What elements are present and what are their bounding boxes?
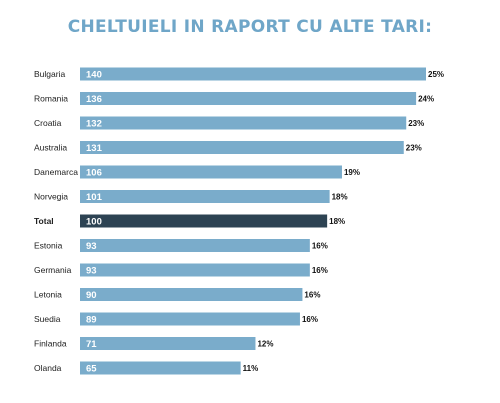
category-label-estonia: Estonia xyxy=(34,241,63,251)
percent-label-danemarca: 19% xyxy=(344,168,360,177)
value-label-estonia: 93 xyxy=(86,241,97,252)
bar-australia xyxy=(80,141,404,154)
value-label-olanda: 65 xyxy=(86,364,97,375)
value-label-germania: 93 xyxy=(86,266,97,277)
percent-label-olanda: 11% xyxy=(243,364,259,373)
value-label-letonia: 90 xyxy=(86,290,97,301)
bar-suedia xyxy=(80,312,300,326)
bar-olanda xyxy=(80,361,241,375)
value-label-australia: 131 xyxy=(86,143,103,154)
category-label-australia: Australia xyxy=(34,143,67,153)
category-label-croatia: Croatia xyxy=(34,118,62,128)
value-label-finlanda: 71 xyxy=(86,339,97,350)
bar-norvegia xyxy=(80,190,330,203)
category-label-total: Total xyxy=(34,216,54,226)
value-label-romania: 136 xyxy=(86,94,102,105)
bar-letonia xyxy=(80,288,303,301)
category-label-norvegia: Norvegia xyxy=(34,192,68,202)
bar-estonia xyxy=(80,239,310,252)
bar-romania xyxy=(80,92,417,105)
category-label-bulgaria: Bulgaria xyxy=(34,69,65,79)
category-label-letonia: Letonia xyxy=(34,290,62,300)
chart-title: CHELTUIELI IN RAPORT CU ALTE TARI: xyxy=(67,17,433,37)
percent-label-norvegia: 18% xyxy=(332,193,348,202)
percent-label-suedia: 16% xyxy=(302,315,318,324)
value-label-croatia: 132 xyxy=(86,119,102,130)
value-label-total: 100 xyxy=(86,217,102,228)
category-label-finlanda: Finlanda xyxy=(34,339,67,349)
bar-germania xyxy=(80,263,310,277)
percent-label-bulgaria: 25% xyxy=(428,70,444,79)
percent-label-total: 18% xyxy=(329,217,345,226)
bar-croatia xyxy=(80,116,407,130)
bar-bulgaria xyxy=(80,67,426,81)
bars-layer: Bulgaria 140 25% Romania 136 24% Croatia 132 23%… xyxy=(34,67,444,375)
bar-total xyxy=(80,214,328,228)
category-label-olanda: Olanda xyxy=(34,363,62,373)
percent-label-finlanda: 12% xyxy=(257,340,273,349)
value-label-suedia: 89 xyxy=(86,315,97,326)
percent-label-romania: 24% xyxy=(418,95,434,104)
bar-danemarca xyxy=(80,165,342,179)
percent-label-croatia: 23% xyxy=(408,119,424,128)
value-label-norvegia: 101 xyxy=(86,192,103,203)
bar-finlanda xyxy=(80,337,256,350)
value-label-bulgaria: 140 xyxy=(86,70,102,81)
percent-label-australia: 23% xyxy=(406,144,422,153)
category-label-suedia: Suedia xyxy=(34,314,61,324)
percent-label-letonia: 16% xyxy=(304,291,320,300)
percent-label-estonia: 16% xyxy=(312,242,328,251)
category-label-danemarca: Danemarca xyxy=(34,167,78,177)
category-label-romania: Romania xyxy=(34,94,68,104)
value-label-danemarca: 106 xyxy=(86,168,102,179)
category-label-germania: Germania xyxy=(34,265,72,275)
percent-label-germania: 16% xyxy=(312,266,328,275)
